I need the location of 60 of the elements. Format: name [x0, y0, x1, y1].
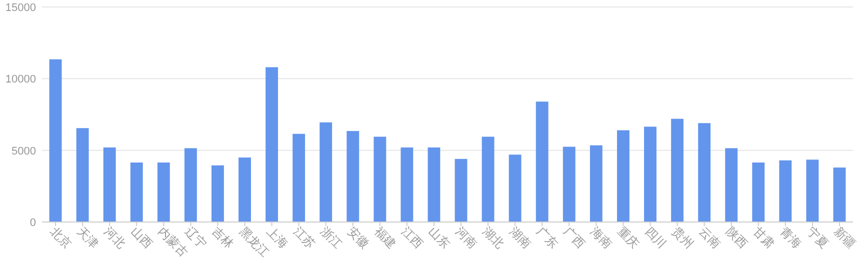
bar: [698, 123, 711, 222]
x-tick-label: 云南: [696, 224, 724, 252]
bar: [752, 162, 765, 222]
bar: [671, 118, 684, 222]
bar: [400, 147, 414, 222]
bar: [212, 165, 224, 222]
bar: [725, 148, 738, 222]
x-tick-label: 山东: [426, 224, 453, 252]
x-tick-label: 宁夏: [804, 224, 832, 252]
x-tick-label: 河南: [452, 224, 480, 252]
x-tick-label: 江西: [398, 224, 426, 252]
x-tick-label: 青海: [777, 224, 804, 252]
x-tick-label: 河北: [101, 224, 128, 252]
x-tick-label: 广东: [534, 224, 561, 252]
bar: [76, 128, 89, 222]
x-tick-label: 四川: [642, 224, 669, 252]
bar: [454, 158, 468, 222]
x-tick-label: 吉林: [210, 224, 236, 252]
x-tick-label: 安徽: [344, 224, 372, 252]
bar: [644, 126, 656, 222]
bar: [833, 168, 846, 222]
x-tick-label: 湖北: [480, 224, 507, 252]
bar: [508, 154, 522, 222]
x-tick-label: 天津: [74, 224, 102, 252]
bar: [266, 67, 278, 222]
bar: [103, 147, 116, 222]
bar: [130, 162, 143, 222]
bar: [806, 160, 819, 222]
x-tick-label: 陕西: [723, 224, 750, 252]
x-tick-label: 贵州: [669, 224, 696, 252]
bar: [238, 158, 251, 222]
x-tick-label: 新疆: [831, 224, 858, 252]
bar: [49, 59, 62, 222]
x-tick-label: 重庆: [615, 224, 642, 252]
y-tick-label: 5000: [12, 145, 36, 158]
x-tick-label: 广西: [561, 224, 588, 252]
bar: [590, 145, 602, 222]
x-tick-label: 山西: [128, 224, 156, 252]
bar: [482, 136, 494, 222]
bar: [374, 136, 386, 222]
bar: [184, 148, 197, 222]
bar: [536, 102, 548, 222]
bar: [320, 122, 332, 222]
bar: [428, 147, 440, 222]
bar: [157, 162, 170, 222]
bar: [562, 146, 576, 222]
x-tick-label: 北京: [47, 224, 74, 252]
y-tick-label: 10000: [5, 74, 36, 86]
bar: [346, 130, 360, 222]
bar: [779, 160, 792, 222]
x-tick-label: 湖南: [506, 224, 534, 252]
x-tick-label: 江苏: [290, 224, 318, 252]
x-tick-label: 福建: [372, 224, 399, 252]
x-tick-label: 甘肃: [750, 224, 778, 252]
bar: [617, 130, 630, 222]
y-tick-label: 15000: [5, 2, 36, 14]
x-tick-label: 浙江: [318, 224, 345, 252]
y-tick-label: 0: [30, 217, 36, 229]
x-tick-label: 海南: [588, 224, 615, 252]
bar: [292, 134, 306, 222]
